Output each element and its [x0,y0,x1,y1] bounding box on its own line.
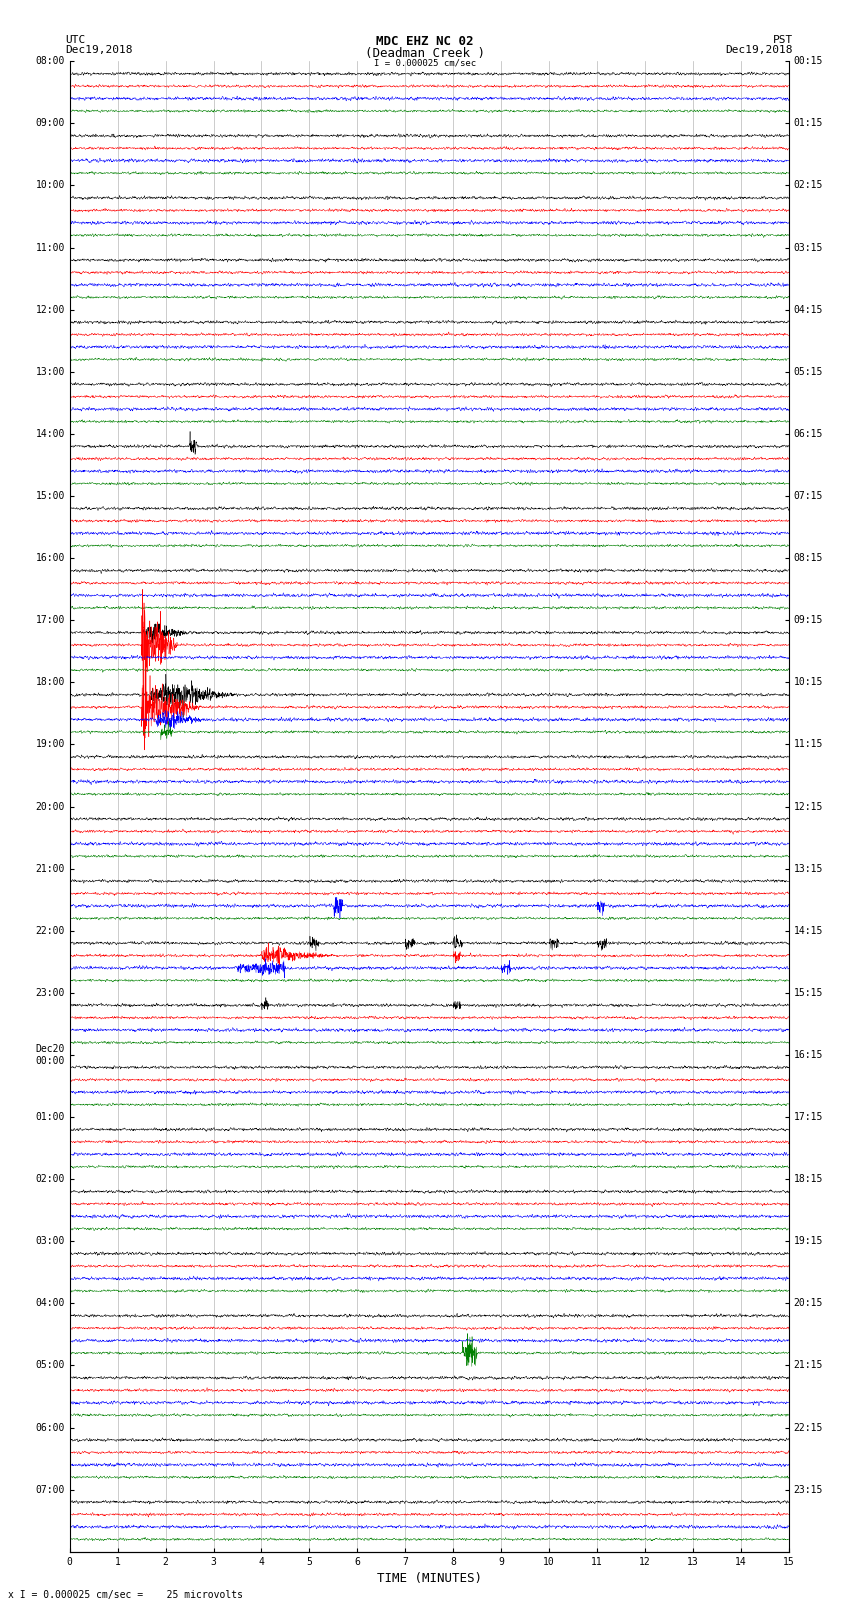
X-axis label: TIME (MINUTES): TIME (MINUTES) [377,1573,482,1586]
Text: I = 0.000025 cm/sec: I = 0.000025 cm/sec [374,58,476,68]
Text: Dec19,2018: Dec19,2018 [726,45,793,55]
Text: PST: PST [773,35,793,45]
Text: Dec19,2018: Dec19,2018 [65,45,133,55]
Text: MDC EHZ NC 02: MDC EHZ NC 02 [377,35,473,48]
Text: UTC: UTC [65,35,86,45]
Text: (Deadman Creek ): (Deadman Creek ) [365,47,485,60]
Text: x I = 0.000025 cm/sec =    25 microvolts: x I = 0.000025 cm/sec = 25 microvolts [8,1590,243,1600]
